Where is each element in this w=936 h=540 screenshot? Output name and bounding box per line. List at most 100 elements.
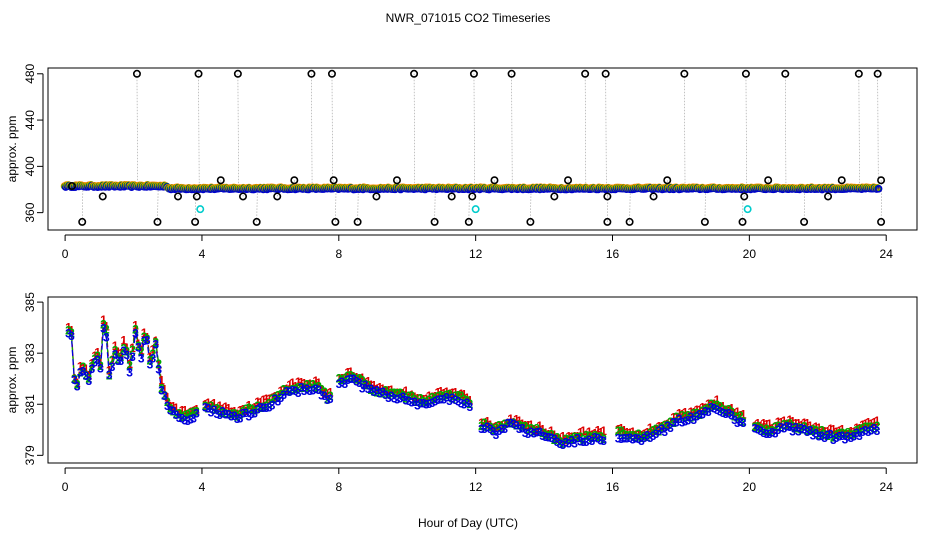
bottom-series-marker-1: 1 bbox=[254, 395, 261, 409]
bottom-series-marker-2: 2 bbox=[176, 406, 183, 420]
bottom-series-marker-1: 1 bbox=[644, 425, 651, 439]
bottom-series-marker-2: 2 bbox=[751, 420, 758, 434]
bottom-series-marker-3: 3 bbox=[449, 391, 456, 405]
bottom-series-marker-3: 3 bbox=[327, 392, 334, 406]
bottom-series-marker-2: 2 bbox=[318, 382, 325, 396]
top-calibration-point bbox=[649, 192, 658, 201]
top-calibration-point bbox=[353, 217, 362, 226]
top-y-axis: 360 400 440 480 bbox=[23, 63, 44, 223]
top-drop-line bbox=[684, 73, 686, 189]
bottom-series-marker-1: 1 bbox=[484, 415, 491, 429]
bottom-series-marker-2: 2 bbox=[845, 426, 852, 440]
bottom-series-marker-1: 1 bbox=[211, 396, 218, 410]
bottom-series-marker-3: 3 bbox=[126, 366, 133, 380]
bottom-series-marker-3: 3 bbox=[484, 420, 491, 434]
bottom-series-marker-1: 1 bbox=[193, 402, 200, 416]
bottom-series-marker-3: 3 bbox=[179, 411, 186, 425]
bottom-series-marker-1: 1 bbox=[763, 417, 770, 431]
bottom-series-marker-1: 1 bbox=[589, 428, 596, 442]
bottom-series-marker-2: 2 bbox=[208, 399, 215, 413]
bottom-series-marker-2: 2 bbox=[327, 389, 334, 403]
top-calibration-point bbox=[290, 176, 299, 185]
top-calibration-point bbox=[430, 217, 439, 226]
bottom-series-marker-1: 1 bbox=[350, 369, 357, 383]
bottom-series-marker-1: 1 bbox=[766, 417, 773, 431]
bottom-series-marker-2: 2 bbox=[65, 323, 72, 337]
top-calibration-point bbox=[307, 69, 316, 78]
bottom-series-marker-3: 3 bbox=[321, 389, 328, 403]
bottom-series-marker-2: 2 bbox=[280, 383, 287, 397]
bottom-series-marker-1: 1 bbox=[597, 425, 604, 439]
bottom-series-marker-1: 1 bbox=[519, 417, 526, 431]
bottom-series-marker-1: 1 bbox=[339, 371, 346, 385]
bottom-series-marker-1: 1 bbox=[850, 425, 857, 439]
bottom-series-marker-3: 3 bbox=[775, 423, 782, 437]
bottom-series-marker-2: 2 bbox=[243, 402, 250, 416]
bottom-series-marker-3: 3 bbox=[496, 424, 503, 438]
bottom-series-marker-1: 1 bbox=[740, 408, 747, 422]
bottom-series-marker-3: 3 bbox=[594, 431, 601, 445]
top-calibration-point bbox=[490, 176, 499, 185]
top-x-tick-label: 8 bbox=[335, 247, 342, 261]
top-calibration-point bbox=[800, 217, 809, 226]
bottom-series-marker-3: 3 bbox=[97, 361, 104, 375]
bottom-series-marker-3: 3 bbox=[830, 433, 837, 447]
bottom-series-marker-2: 2 bbox=[182, 409, 189, 423]
bottom-series-marker-1: 1 bbox=[658, 420, 665, 434]
bottom-series-marker-2: 2 bbox=[426, 393, 433, 407]
bottom-series-marker-2: 2 bbox=[120, 342, 127, 356]
bottom-series-marker-1: 1 bbox=[498, 419, 505, 433]
bottom-series-marker-1: 1 bbox=[760, 416, 767, 430]
bottom-series-marker-3: 3 bbox=[667, 421, 674, 435]
bottom-series-marker-2: 2 bbox=[260, 400, 267, 414]
bottom-series-marker-3: 3 bbox=[705, 405, 712, 419]
bottom-series-marker-2: 2 bbox=[583, 429, 590, 443]
bottom-series-marker-1: 1 bbox=[164, 391, 171, 405]
bottom-series-marker-2: 2 bbox=[865, 420, 872, 434]
bottom-series-marker-1: 1 bbox=[533, 424, 540, 438]
bottom-series-marker-1: 1 bbox=[94, 346, 101, 360]
top-calibration-point bbox=[738, 217, 747, 226]
bottom-series-marker-3: 3 bbox=[118, 354, 125, 368]
bottom-series-marker-2: 2 bbox=[94, 349, 101, 363]
bottom-series-marker-2: 2 bbox=[341, 371, 348, 385]
bottom-series-marker-3: 3 bbox=[182, 414, 189, 428]
bottom-series-marker-3: 3 bbox=[568, 434, 575, 448]
bottom-series-marker-1: 1 bbox=[478, 416, 485, 430]
bottom-series-marker-1: 1 bbox=[676, 406, 683, 420]
bottom-series-marker-3: 3 bbox=[786, 420, 793, 434]
bottom-series-marker-1: 1 bbox=[577, 425, 584, 439]
bottom-series-marker-3: 3 bbox=[565, 436, 572, 450]
bottom-series-marker-3: 3 bbox=[783, 420, 790, 434]
bottom-series-marker-2: 2 bbox=[626, 429, 633, 443]
bottom-series-marker-3: 3 bbox=[464, 396, 471, 410]
top-calibration-point bbox=[273, 192, 282, 201]
bottom-series-marker-1: 1 bbox=[301, 377, 308, 391]
bottom-series-marker-3: 3 bbox=[408, 395, 415, 409]
bottom-series-marker-1: 1 bbox=[359, 371, 366, 385]
bottom-series-marker-1: 1 bbox=[132, 319, 139, 333]
top-drop-line bbox=[877, 73, 879, 189]
bottom-series-marker-3: 3 bbox=[368, 382, 375, 396]
bottom-series-marker-2: 2 bbox=[304, 377, 311, 391]
top-calibration-point bbox=[764, 176, 773, 185]
bottom-series-marker-1: 1 bbox=[839, 423, 846, 437]
bottom-series-marker-1: 1 bbox=[847, 424, 854, 438]
bottom-series-marker-3: 3 bbox=[586, 433, 593, 447]
bottom-series-marker-2: 2 bbox=[490, 423, 497, 437]
bottom-series-marker-3: 3 bbox=[86, 374, 93, 388]
top-drop-line bbox=[413, 73, 416, 189]
top-calibration-point bbox=[625, 217, 634, 226]
bottom-series-marker-1: 1 bbox=[269, 391, 276, 405]
top-calibration-point bbox=[603, 217, 612, 226]
bottom-series-marker-3: 3 bbox=[528, 425, 535, 439]
bottom-series-marker-3: 3 bbox=[219, 405, 226, 419]
bottom-series-marker-2: 2 bbox=[190, 405, 197, 419]
bottom-series-marker-3: 3 bbox=[144, 334, 151, 348]
top-calibration-point bbox=[873, 69, 882, 78]
bottom-series-marker-2: 2 bbox=[792, 421, 799, 435]
bottom-series-marker-3: 3 bbox=[862, 423, 869, 437]
bottom-series-marker-2: 2 bbox=[533, 422, 540, 436]
bottom-series-marker-1: 1 bbox=[100, 313, 107, 327]
bottom-y-tick-label: 379 bbox=[23, 445, 37, 465]
